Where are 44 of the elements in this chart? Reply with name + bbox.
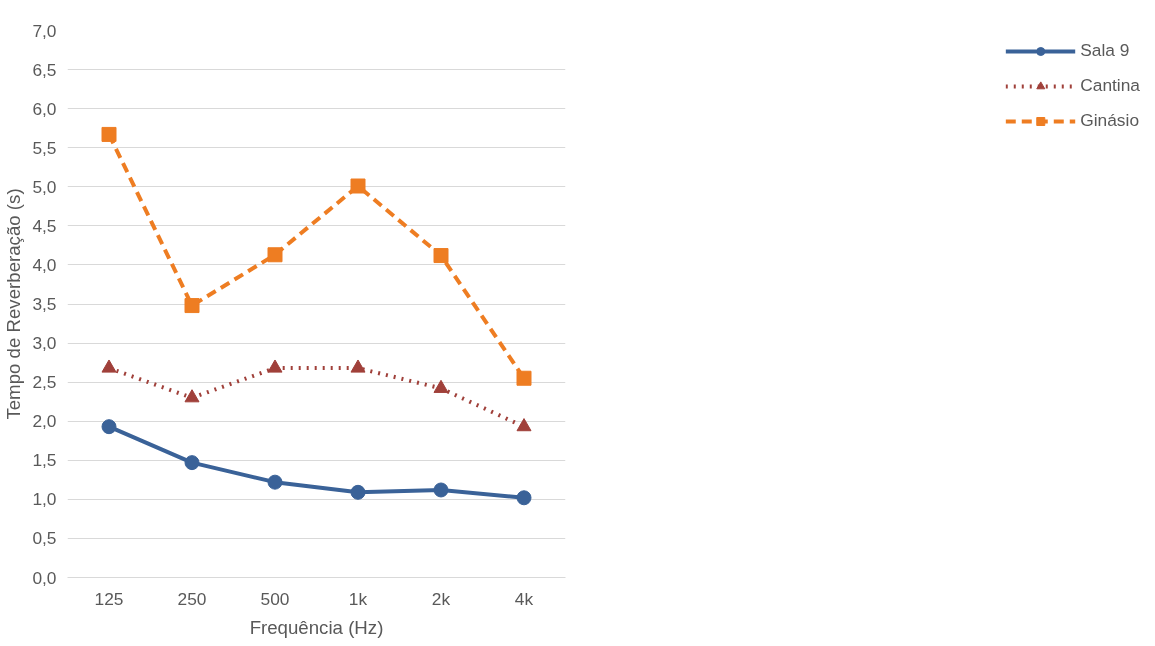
point [267,359,283,373]
x-tick-label: 500 [260,588,290,609]
y-tick-label: 4,5 [32,215,57,236]
point [184,455,200,471]
point [350,359,366,373]
x-tick-label: 4k [514,588,534,609]
point [433,248,449,264]
point [267,247,283,263]
point [101,419,117,435]
y-tick-label: 6,5 [32,59,57,80]
y-tick-label: 2,5 [32,372,57,393]
y-tick-label: 3,5 [32,294,57,314]
point [350,178,366,194]
x-axis-title: Frequência (Hz) [249,616,384,638]
point [516,490,532,506]
y-tick-label: 2,0 [32,411,57,432]
point [184,389,200,403]
y-tick-label: 3,0 [32,333,57,354]
point [433,379,449,393]
y-tick-label: 1,5 [32,450,57,471]
point [433,482,449,498]
y-tick-label: 1,0 [32,489,57,510]
y-tick-label: 5,5 [32,137,57,158]
point [267,474,283,490]
y-tick-label: 0,5 [32,528,57,549]
point [516,418,532,432]
y-tick-label: 0,0 [32,567,57,588]
x-tick-label: 125 [94,588,124,609]
point [184,298,200,314]
y-tick-label: 7,0 [32,20,57,41]
x-tick-label: 1k [348,588,368,609]
y-tick-label: 6,0 [32,98,57,119]
point [516,370,532,386]
point [101,126,117,142]
legend-label: Ginásio [1080,110,1140,131]
point [350,484,366,500]
y-tick-label: 5,0 [32,176,57,197]
y-tick-label: 4,0 [32,254,57,275]
legend-label: Cantina [1080,75,1140,96]
point [101,359,117,373]
x-tick-label: 2k [431,588,451,609]
y-axis-title: Tempo de Reverberação (s) [3,188,25,420]
legend-label: Sala 9 [1080,40,1130,61]
x-tick-label: 250 [177,588,207,609]
